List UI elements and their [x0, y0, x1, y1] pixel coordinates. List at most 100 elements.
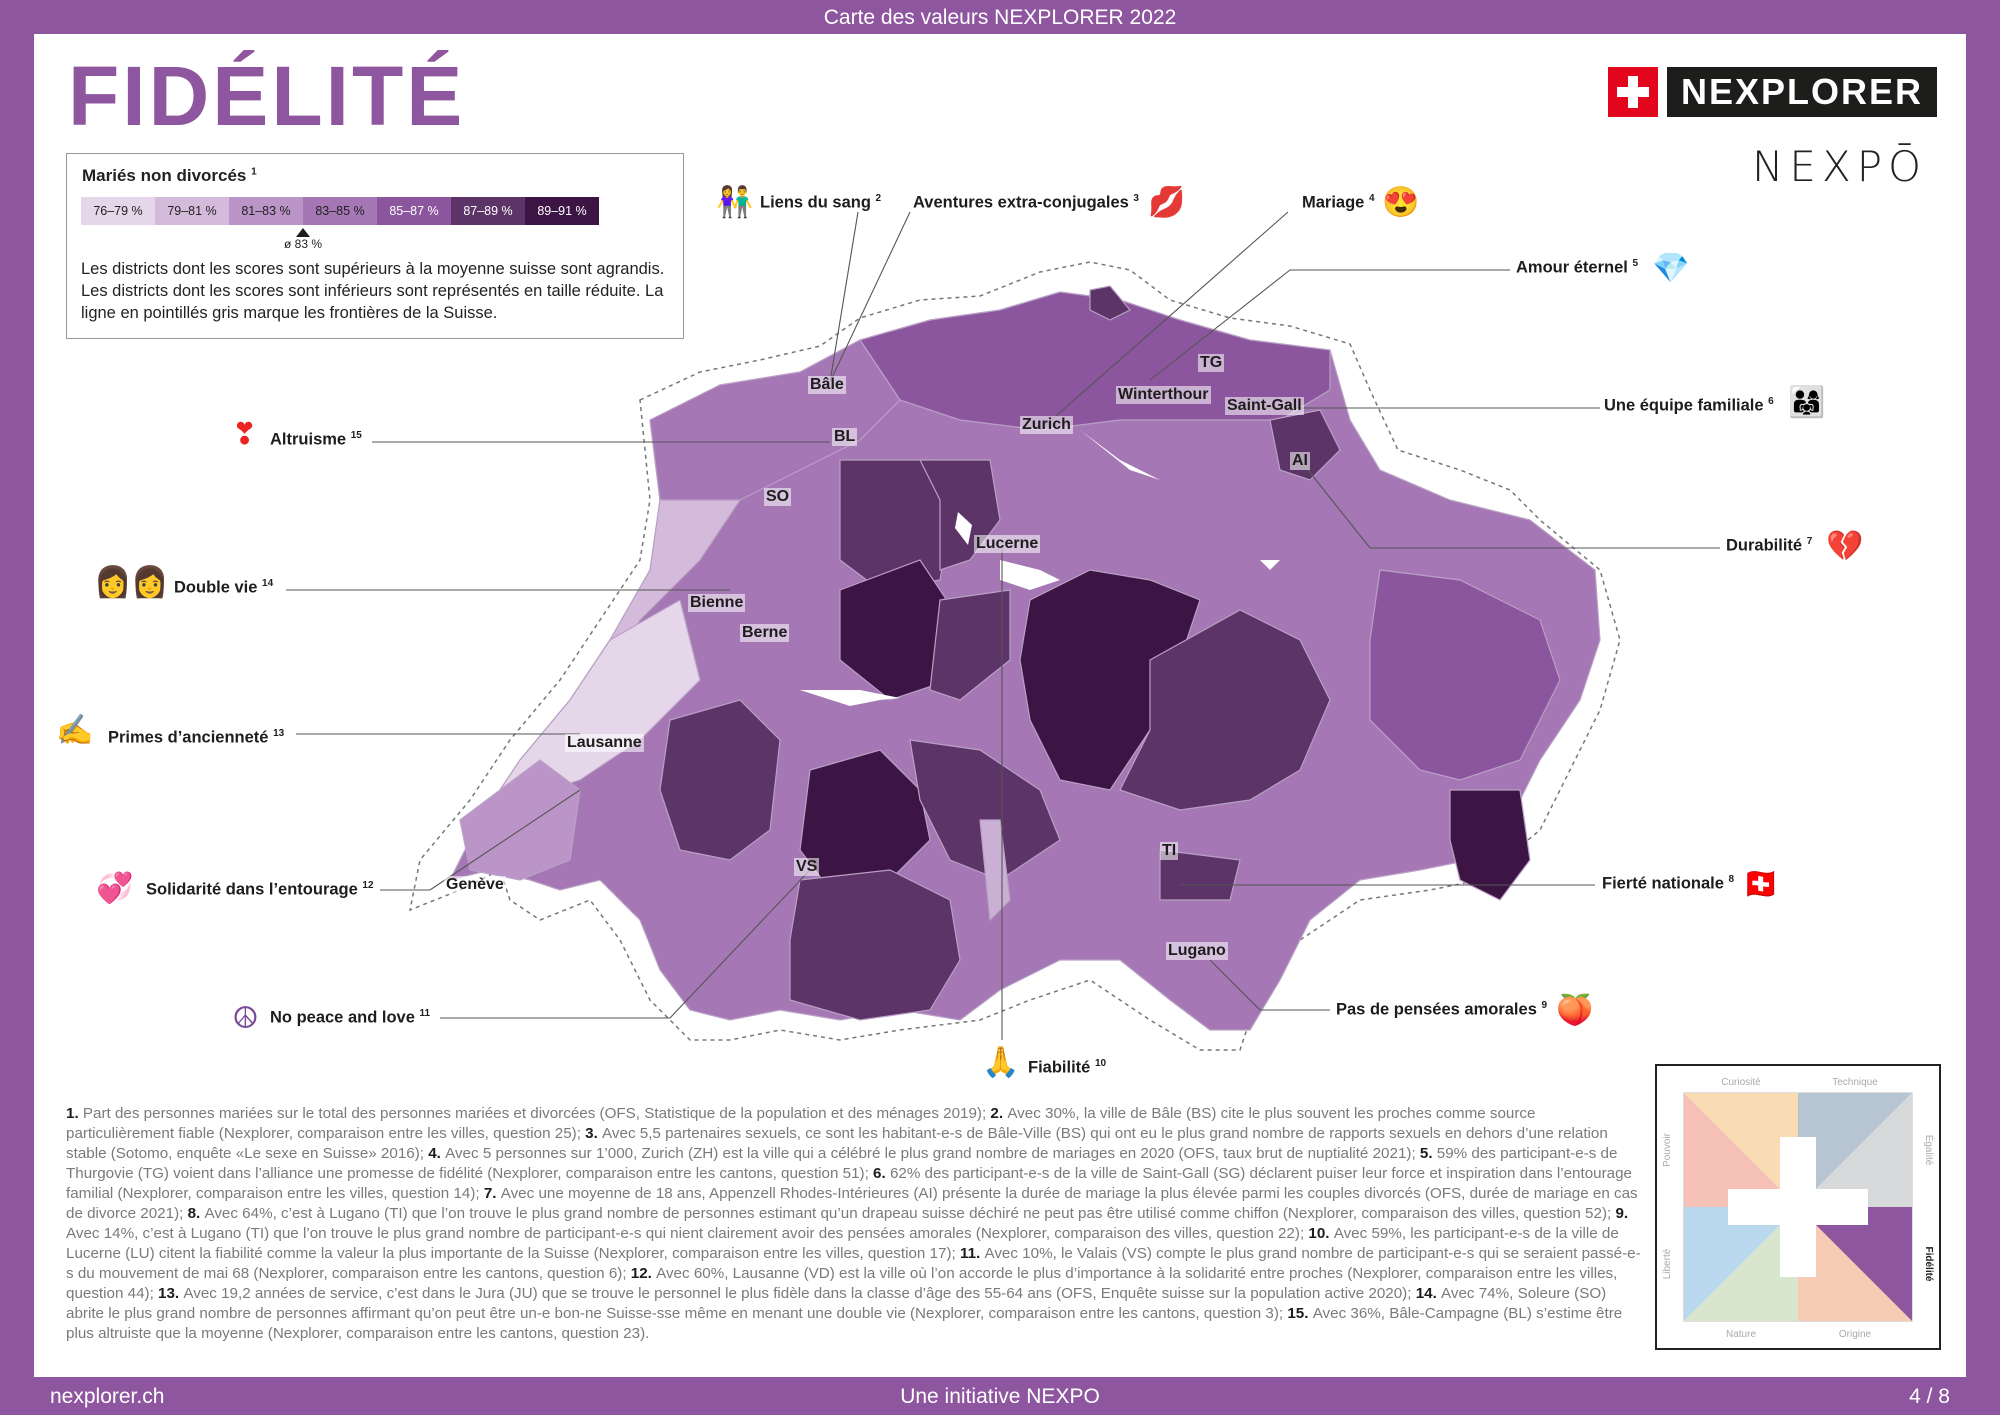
- annotation-text: Une équipe familiale: [1604, 396, 1764, 415]
- compass-label: Fidélité: [1923, 1246, 1934, 1281]
- compass-nature: [1684, 1207, 1798, 1321]
- district-dark-d: [1119, 609, 1331, 811]
- annotation-text: Pas de pensées amorales: [1336, 1000, 1537, 1019]
- line-amour-eternel: [1149, 269, 1510, 381]
- peach-icon: 🍑: [1556, 994, 1594, 1027]
- annotation-no-peace: No peace and love 11: [270, 1008, 430, 1028]
- annotation-text: Liens du sang: [760, 193, 871, 212]
- compass-label: Technique: [1832, 1077, 1878, 1088]
- legend-average-text: ø 83 %: [283, 237, 322, 251]
- footnote-text: Avec 64%, c’est à Lugano (TI) que l’on t…: [204, 1205, 1616, 1222]
- city-label: TI: [1160, 842, 1179, 860]
- footnote-text: Avec 30%, la ville de Bâle (BS) cite le …: [66, 1105, 1536, 1142]
- annotation-num: 13: [273, 728, 285, 739]
- annotation-text: Fiabilité: [1028, 1058, 1091, 1077]
- footnote-text: Avec 36%, Bâle-Campagne (BL) s’estime êt…: [66, 1305, 1623, 1342]
- footnote-text: Avec une moyenne de 18 ans, Appenzell Rh…: [66, 1185, 1638, 1222]
- footer-initiative: Une initiative NEXPO: [900, 1385, 1100, 1408]
- annotation-num: 9: [1541, 1000, 1548, 1011]
- footnote-number: 9.: [1615, 1205, 1629, 1222]
- lake-sempach: [955, 512, 972, 545]
- kiss-icon: 💋: [1148, 186, 1186, 219]
- annotation-double-vie: Double vie 14: [174, 578, 273, 598]
- legend-note: 1: [251, 166, 257, 178]
- line-mariage: [1039, 211, 1289, 431]
- compass-egalite: [1798, 1093, 1912, 1207]
- footnote-text: Part des personnes mariées sur le total …: [82, 1105, 991, 1122]
- footnote-text: Avec 60%, Lausanne (VD) est la ville où …: [66, 1265, 1618, 1302]
- compass-label: Pouvoir: [1662, 1132, 1673, 1167]
- compass-label: Liberté: [1662, 1248, 1673, 1279]
- footnote-text: 62% des participant-e-s de la ville de S…: [66, 1165, 1632, 1202]
- lakes: [800, 430, 1280, 706]
- legend-bin: 79–81 %: [155, 197, 229, 225]
- annotation-liens-du-sang: Liens du sang 2: [760, 193, 881, 213]
- city-label: Bâle: [808, 376, 846, 394]
- footnotes: 1. Part des personnes mariées sur le tot…: [66, 1104, 1644, 1344]
- header-bar: Carte des valeurs NEXPLORER 2022: [0, 0, 2000, 34]
- city-label: Winterthour: [1116, 386, 1211, 404]
- compass-label: Nature: [1726, 1329, 1756, 1340]
- annotation-primes: Primes d’ancienneté 13: [108, 728, 284, 748]
- footnote-text: Avec 19,2 années de service, c’est dans …: [183, 1285, 1416, 1302]
- footer-website-link[interactable]: nexplorer.ch: [50, 1385, 165, 1408]
- lake-walensee: [1260, 560, 1280, 570]
- annotation-text: No peace and love: [270, 1008, 415, 1027]
- footnote-text: Avec 74%, Soleure (SO) abrite le plus gr…: [66, 1285, 1607, 1322]
- footnote-number: 6.: [873, 1165, 890, 1182]
- legend-bin: 87–89 %: [451, 197, 525, 225]
- footnote-number: 8.: [187, 1205, 205, 1222]
- annotation-text: Solidarité dans l’entourage: [146, 880, 358, 899]
- legend-bin: 89–91 %: [525, 197, 599, 225]
- nexpo-logo: NEXPŌ: [1752, 142, 1928, 191]
- legend-box: Mariés non divorcés 1 76–79 % 79–81 % 81…: [66, 153, 684, 339]
- district-north: [859, 291, 1331, 431]
- line-no-peace: [440, 869, 811, 1019]
- compass-label: Égalité: [1923, 1135, 1936, 1166]
- footnote-number: 15.: [1287, 1305, 1313, 1322]
- footnote-number: 7.: [483, 1185, 501, 1202]
- praying-hands-icon: 🙏: [982, 1046, 1020, 1079]
- annotation-pensees-amorales: Pas de pensées amorales 9: [1336, 1000, 1547, 1020]
- footnote-number: 12.: [630, 1265, 657, 1282]
- heart-eyes-icon: 😍: [1382, 186, 1420, 219]
- annotation-num: 12: [362, 880, 374, 891]
- footnote-text: Avec 5 personnes sur 1’000, Zurich (ZH) …: [445, 1145, 1420, 1162]
- footnote-number: 2.: [990, 1105, 1008, 1122]
- annotation-text: Double vie: [174, 578, 258, 597]
- diamond-icon: 💎: [1652, 252, 1690, 285]
- footnote-text: Avec 10%, le Valais (VS) compte le plus …: [66, 1245, 1641, 1282]
- annotation-mariage: Mariage 4: [1302, 193, 1375, 213]
- city-label: Lausanne: [565, 734, 644, 752]
- page-title: FIDÉLITÉ: [68, 49, 466, 143]
- city-label: BL: [832, 428, 858, 446]
- footnote-number: 10.: [1308, 1225, 1334, 1242]
- city-label: AI: [1290, 452, 1310, 470]
- swiss-cross-icon: [1728, 1137, 1868, 1277]
- annotation-num: 3: [1133, 193, 1139, 204]
- swiss-flag-icon: [1608, 67, 1658, 117]
- writing-hand-icon: ✍: [56, 714, 94, 747]
- district-dark-f: [909, 739, 1061, 881]
- header-title: Carte des valeurs NEXPLORER 2022: [823, 6, 1177, 29]
- legend-bin: 76–79 %: [81, 197, 155, 225]
- line-liens-du-sang: [829, 211, 859, 383]
- triangle-up-icon: [296, 228, 310, 237]
- footnote-number: 5.: [1419, 1145, 1437, 1162]
- annotation-text: Altruisme: [270, 430, 347, 449]
- annotation-lines: [286, 211, 1720, 1040]
- lake-thun: [800, 690, 900, 706]
- annotation-num: 4: [1368, 193, 1375, 204]
- annotation-text: Mariage: [1302, 193, 1365, 212]
- district-ai: [1269, 409, 1341, 481]
- district-lake-geneva: [459, 759, 581, 881]
- city-label: Berne: [740, 624, 790, 642]
- districts: [448, 285, 1601, 1031]
- line-durabilite: [1299, 459, 1720, 549]
- annotation-text: Primes d’ancienneté: [108, 728, 269, 747]
- city-label: Genève: [444, 876, 506, 894]
- peace-icon: ☮: [232, 1002, 259, 1035]
- annotation-text: Fierté nationale: [1602, 874, 1724, 893]
- city-label: Bienne: [688, 594, 746, 612]
- footnote-number: 13.: [158, 1285, 184, 1302]
